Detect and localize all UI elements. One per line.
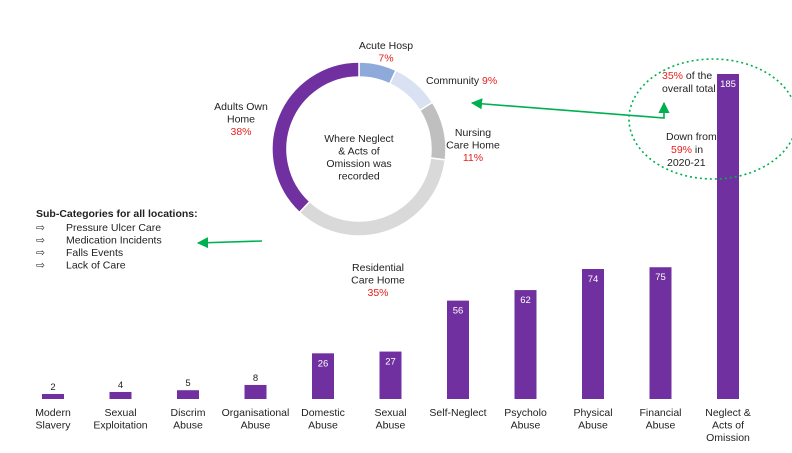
bar-value-label: 56	[453, 306, 464, 317]
svg-text:59% in: 59% in	[671, 144, 703, 156]
slice-label: Community 9%	[426, 75, 497, 87]
bar-value-label: 26	[318, 358, 329, 369]
category-label: Psycholo Abuse	[504, 407, 547, 432]
donut-chart: Acute Hosp 7% Community 9% Nursing Care Home…	[214, 40, 500, 299]
bar-value-label: 74	[588, 274, 599, 285]
category-label: Physical Abuse	[573, 407, 612, 432]
category-label: Domestic Abuse	[301, 407, 345, 432]
bullet-arrow-icon: ⇨	[36, 247, 45, 259]
bar-value-label: 185	[720, 79, 736, 90]
bar	[42, 394, 64, 399]
donut-slice	[271, 61, 360, 214]
bar	[312, 353, 334, 399]
bullet-arrow-icon: ⇨	[36, 222, 45, 234]
slice-label: Adults Own Home 38%	[214, 101, 268, 138]
callout-text-1a: of the	[683, 70, 712, 82]
bar	[379, 351, 402, 399]
callout-pct-prev: 59%	[671, 144, 692, 156]
callout-circle	[628, 58, 792, 180]
subcategory-item: Falls Events	[66, 247, 123, 259]
category-label: Neglect & Acts of Omission	[705, 407, 751, 444]
callout-pct-now: 35%	[662, 70, 683, 82]
bar	[177, 390, 199, 399]
subcategory-item: Lack of Care	[66, 260, 126, 272]
subcategories-title: Sub-Categories for all locations:	[36, 208, 198, 220]
slice-label: Acute Hosp 7%	[359, 40, 413, 65]
bar-value-label: 27	[385, 357, 396, 368]
donut-slice	[418, 101, 447, 161]
donut-center-label: Where Neglect & Acts of Omission was record…	[324, 133, 394, 183]
callout-text-2c: 2020-21	[667, 157, 706, 169]
bar	[717, 74, 739, 399]
slice-label: Residential Care Home 35%	[351, 262, 405, 299]
bar	[447, 300, 469, 399]
bar	[582, 269, 604, 399]
subcategories-arrow	[196, 237, 263, 249]
bar-value-label: 75	[655, 272, 666, 283]
bar-value-label: 62	[520, 295, 531, 306]
category-label: Organisational Abuse	[222, 407, 290, 432]
category-label: Sexual Abuse	[374, 407, 406, 432]
category-label: Modern Slavery	[35, 407, 71, 432]
subcategories-list: Sub-Categories for all locations: ⇨ Press…	[36, 208, 198, 272]
callout-text-2b: in	[692, 144, 703, 156]
category-label: Sexual Exploitation	[93, 407, 147, 432]
callout-text-2: Down from	[666, 131, 717, 143]
bar	[649, 267, 672, 399]
category-label: Discrim Abuse	[171, 407, 206, 432]
callout-text-1b: overall total	[662, 83, 716, 95]
svg-text:35% of the: 35% of the	[662, 70, 712, 82]
slice-label: Nursing Care Home 11%	[446, 127, 500, 164]
callout-arrow	[470, 98, 670, 119]
bar-value-label: 2	[50, 382, 55, 393]
bar-value-label: 5	[185, 378, 190, 389]
subcategory-item: Pressure Ulcer Care	[66, 222, 161, 234]
bar-value-label: 4	[118, 380, 123, 391]
subcategory-item: Medication Incidents	[66, 235, 162, 247]
category-label: Financial Abuse	[639, 407, 681, 432]
bar	[109, 391, 132, 399]
bullet-arrow-icon: ⇨	[36, 260, 45, 272]
bar	[244, 384, 267, 399]
bullet-arrow-icon: ⇨	[36, 235, 45, 247]
bar	[514, 290, 537, 399]
bar-value-label: 8	[253, 373, 258, 384]
callout-text: 35% of the overall total Down from 59% i…	[662, 70, 717, 169]
category-label: Self-Neglect	[429, 407, 486, 419]
bar-chart: 2 Modern Slavery 4 Sexual Exploitation 5 Discri…	[35, 74, 751, 444]
